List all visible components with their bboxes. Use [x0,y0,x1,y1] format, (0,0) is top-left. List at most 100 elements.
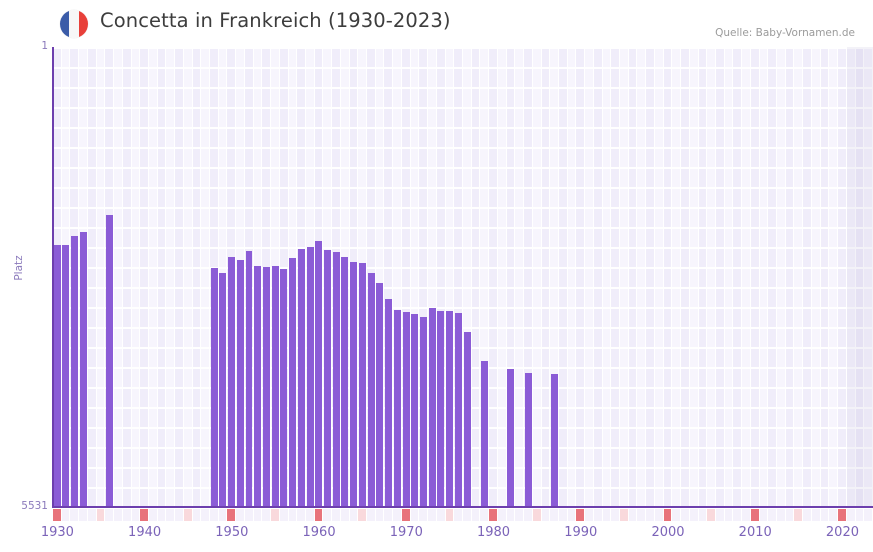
bar[interactable] [262,266,270,507]
year-marker [558,509,568,521]
year-marker [79,509,88,521]
bar-series [53,47,873,507]
x-axis-tick-1990: 1990 [564,525,598,540]
flag-stripe-red [78,10,88,38]
year-marker [497,509,507,521]
bar[interactable] [289,258,297,507]
year-marker [253,509,263,521]
x-axis-tick-1960: 1960 [302,525,336,540]
bar[interactable] [254,265,262,507]
year-marker [332,509,341,521]
year-marker [532,509,542,521]
bar[interactable] [358,263,366,507]
year-marker [114,509,123,521]
year-marker [183,509,193,521]
year-marker [454,509,463,521]
year-marker [715,509,725,521]
bar[interactable] [376,283,384,507]
year-marker [811,509,821,521]
year-marker [646,509,655,521]
bar[interactable] [324,249,331,507]
year-marker [157,509,167,521]
bar[interactable] [280,269,288,507]
year-marker [87,509,97,521]
bar[interactable] [367,273,375,507]
bar[interactable] [332,251,340,507]
year-marker [148,509,158,521]
bar[interactable] [306,246,314,507]
year-marker [733,509,743,521]
france-flag-icon [60,10,88,38]
year-marker [384,509,394,521]
year-marker [122,509,132,521]
year-marker [620,509,629,521]
bar[interactable] [71,235,79,507]
bar[interactable] [271,265,279,507]
year-marker [628,509,638,521]
decade-marker [750,509,760,521]
year-marker [846,509,856,521]
bar[interactable] [341,257,349,507]
decade-marker [314,509,324,521]
year-marker [367,509,376,521]
bar[interactable] [219,273,227,507]
bar[interactable] [79,231,87,507]
year-marker [567,509,577,521]
flag-stripe-blue [60,10,70,38]
year-marker [375,509,385,521]
year-marker [480,509,490,521]
bar[interactable] [446,310,454,507]
year-marker [288,509,298,521]
x-axis-tick-1930: 1930 [40,525,74,540]
bar[interactable] [236,259,244,507]
x-axis-tick-2010: 2010 [738,525,772,540]
decade-marker [489,509,498,521]
year-marker [349,509,359,521]
bar[interactable] [507,368,515,507]
year-marker [803,509,812,521]
bar[interactable] [385,298,393,507]
bar[interactable] [481,360,489,507]
year-marker [768,509,778,521]
bar[interactable] [411,313,419,507]
year-marker [593,509,603,521]
bar[interactable] [350,262,358,507]
bar[interactable] [402,312,410,507]
bar[interactable] [524,373,532,507]
year-marker [602,509,612,521]
bar[interactable] [437,311,445,507]
flag-stripe-white [69,10,79,38]
year-marker [218,509,228,521]
decade-marker [227,509,237,521]
decade-marker-strip [53,509,873,521]
bar[interactable] [105,214,113,507]
year-marker [820,509,830,521]
decade-marker [663,509,673,521]
year-marker [244,509,254,521]
bar[interactable] [297,249,305,507]
bar[interactable] [210,268,218,507]
bar[interactable] [393,309,401,507]
year-marker [794,509,804,521]
bar[interactable] [454,313,462,507]
year-marker [777,509,786,521]
chart-title: Concetta in Frankreich (1930-2023) [100,9,451,32]
bar[interactable] [245,250,253,507]
bar[interactable] [419,317,427,507]
year-marker [428,509,437,521]
bar[interactable] [53,244,61,507]
year-marker [305,509,315,521]
year-marker [611,509,621,521]
bar[interactable] [550,373,558,507]
chart-header: Concetta in Frankreich (1930-2023) Quell… [0,0,873,46]
bar[interactable] [463,332,471,507]
bar[interactable] [428,308,436,507]
year-marker [550,509,559,521]
year-marker [201,509,211,521]
year-marker [759,509,769,521]
bar[interactable] [315,240,323,507]
year-marker [279,509,289,521]
bar[interactable] [62,244,70,507]
year-marker [262,509,272,521]
bar[interactable] [228,257,236,507]
